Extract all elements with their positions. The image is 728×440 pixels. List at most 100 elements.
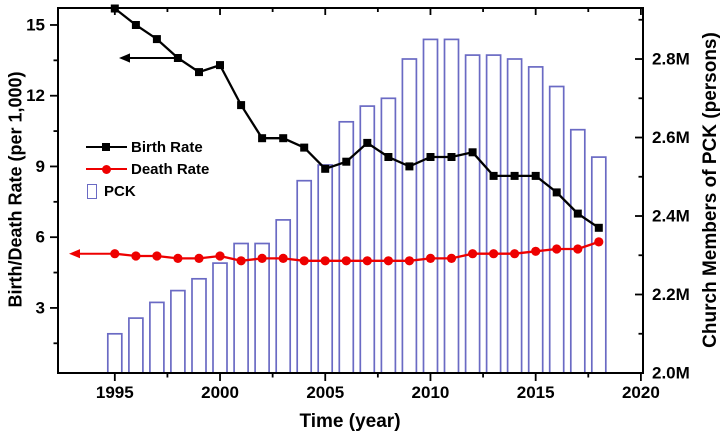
birth-rate-marker (594, 223, 603, 232)
birth-rate-marker (300, 143, 309, 152)
pck-bar (149, 301, 165, 374)
birth-rate-line-swatch (86, 142, 127, 152)
death-rate-marker (509, 249, 520, 259)
death-rate-marker (468, 249, 478, 259)
birth-rate-marker (279, 134, 288, 143)
birth-rate-marker (131, 21, 140, 29)
death-rate-marker (573, 244, 583, 254)
pck-bar (212, 262, 228, 374)
death-rate-line-swatch (86, 164, 127, 174)
birth-rate-marker (489, 171, 498, 180)
death-rate-marker (152, 251, 162, 261)
x-tick-label: 2000 (201, 383, 239, 402)
left-axis-title: Birth/Death Rate (per 1,000) (5, 71, 26, 308)
plot-border (57, 7, 644, 374)
death-rate-marker (110, 249, 120, 259)
pck-bar (464, 54, 481, 374)
x-tick-label: 1995 (96, 383, 134, 402)
pck-bar (296, 179, 313, 374)
x-tick-label: 2015 (517, 383, 555, 402)
birth-rate-marker (510, 171, 519, 180)
death-rate-marker (320, 256, 330, 266)
pck-bar (485, 54, 502, 374)
birth-rate-marker (195, 68, 203, 77)
birth-rate-marker (384, 153, 393, 161)
birth-rate-marker (552, 188, 561, 197)
pck-bar (317, 164, 334, 374)
birth-rate-marker (216, 61, 224, 70)
death-rate-marker (383, 256, 393, 266)
pck-bar (527, 66, 544, 374)
birth-rate-marker (321, 164, 330, 173)
death-rate-marker (215, 251, 225, 261)
right-tick-label: 2.8M (652, 50, 690, 69)
right-tick-label: 2.2M (652, 285, 690, 304)
pck-bar (275, 219, 292, 374)
death-rate-marker (446, 253, 457, 263)
birth-rate-marker (237, 101, 246, 110)
birth-rate-marker (426, 153, 435, 161)
right-tick-label: 2.6M (652, 128, 690, 147)
x-tick-label: 2020 (622, 383, 660, 402)
legend-label: Birth Rate (131, 138, 203, 156)
birth-rate-marker (468, 148, 477, 157)
death-rate-marker (131, 251, 141, 261)
left-tick-label: 3 (36, 298, 45, 317)
right-tick-label: 2.4M (652, 207, 690, 226)
pck-bar (443, 38, 460, 374)
pck-bar (506, 58, 523, 374)
left-tick-label: 15 (26, 15, 45, 34)
left-axis-arrow (119, 53, 178, 63)
birth-rate-marker (531, 171, 540, 180)
x-axis-title: Time (year) (299, 411, 401, 432)
legend-item-birth-rate: Birth Rate (86, 136, 209, 158)
left-tick-label: 12 (26, 86, 45, 105)
pck-bar (191, 277, 207, 374)
death-rate-marker (257, 253, 267, 263)
pck-bar (422, 38, 439, 374)
pck-bar (548, 85, 565, 374)
birth-rate-marker (342, 157, 351, 166)
legend-item-pck: PCK (86, 180, 209, 202)
pck-bar (590, 156, 607, 374)
circle-marker-icon (102, 164, 111, 174)
square-marker-icon (102, 143, 110, 151)
right-tick-label: 2.0M (652, 364, 690, 383)
pck-bar (170, 289, 186, 374)
legend-label: PCK (104, 182, 136, 200)
x-tick-label: 2005 (306, 383, 344, 402)
death-rate-marker (341, 256, 351, 266)
death-rate-marker (531, 246, 541, 256)
legend: Birth Rate Death Rate PCK (86, 136, 209, 202)
pck-bar (128, 317, 144, 374)
pck-bar (380, 97, 397, 374)
death-rate-line (114, 240, 600, 262)
birth-rate-marker (173, 54, 182, 62)
death-rate-marker (236, 256, 246, 266)
death-rate-marker (425, 253, 436, 263)
death-rate-marker (404, 256, 414, 266)
birth-rate-marker (258, 134, 267, 143)
death-rate-marker (552, 244, 562, 254)
death-rate-marker (489, 249, 499, 259)
legend-label: Death Rate (131, 160, 210, 178)
left-tick-label: 9 (36, 157, 45, 176)
pck-bar-swatch (87, 183, 97, 199)
death-rate-marker (194, 253, 204, 263)
birth-rate-marker (573, 209, 582, 218)
birth-rate-marker (152, 35, 161, 44)
birth-rate-marker (363, 138, 372, 147)
right-axis-title: Church Members of PCK (persons) (700, 32, 721, 348)
x-tick-label: 2010 (412, 383, 450, 402)
left-tick-label: 6 (36, 228, 45, 247)
death-rate-marker (362, 256, 372, 266)
birth-rate-marker (405, 162, 414, 171)
legend-item-death-rate: Death Rate (86, 158, 209, 180)
birth-rate-marker (447, 153, 456, 161)
death-rate-marker (173, 253, 183, 263)
pck-bar (401, 58, 418, 374)
death-rate-marker (278, 253, 288, 263)
death-rate-marker (299, 256, 309, 266)
